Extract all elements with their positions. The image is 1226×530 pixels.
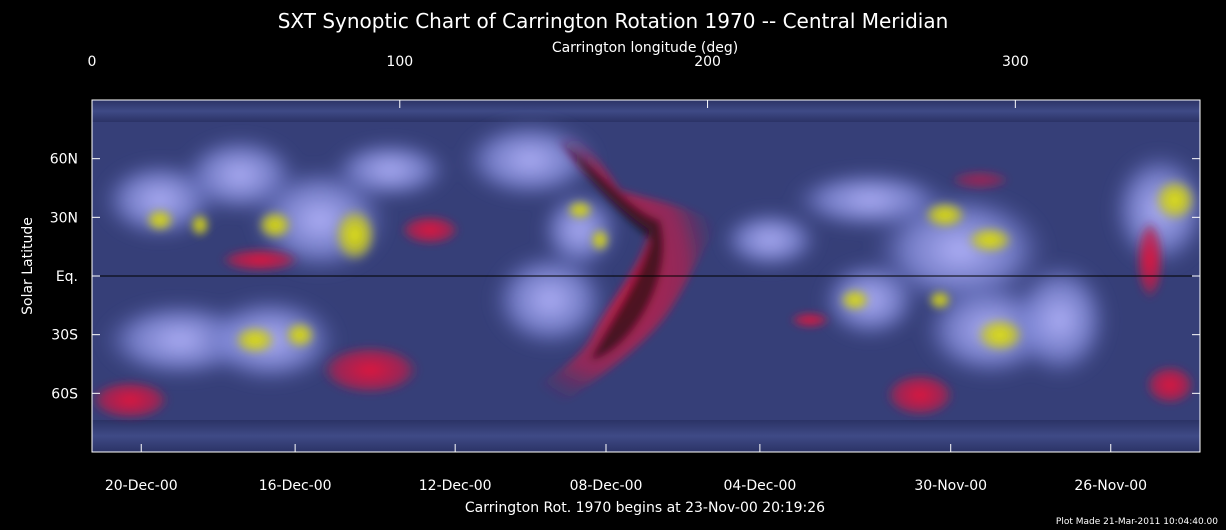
bottom-axis-label: Carrington Rot. 1970 begins at 23-Nov-00… [465, 500, 825, 516]
top-tick-label: 200 [694, 54, 721, 70]
left-tick-label: Eq. [56, 269, 78, 285]
bottom-tick-label: 20-Dec-00 [105, 478, 178, 494]
left-tick-label: 30N [50, 210, 78, 226]
bottom-tick-label: 12-Dec-00 [419, 478, 492, 494]
left-axis-label: Solar Latitude [20, 217, 36, 315]
bottom-tick-label: 30-Nov-00 [914, 478, 987, 494]
bottom-tick-label: 26-Nov-00 [1074, 478, 1147, 494]
chart-title: SXT Synoptic Chart of Carrington Rotatio… [278, 9, 949, 33]
bottom-tick-label: 08-Dec-00 [570, 478, 643, 494]
top-tick-label: 300 [1002, 54, 1029, 70]
axes-group: 0 100 200 300 60N 30N Eq. 30S 60S 20-Dec-00 16-Dec… [50, 54, 1200, 494]
bottom-tick-label: 04-Dec-00 [723, 478, 796, 494]
left-tick-label: 30S [51, 328, 78, 344]
top-tick-label: 100 [386, 54, 413, 70]
top-axis-label: Carrington longitude (deg) [552, 40, 738, 56]
left-tick-label: 60S [51, 386, 78, 402]
plot-made-footer: Plot Made 21-Mar-2011 10:04:40.00 [1056, 517, 1218, 527]
bottom-tick-label: 16-Dec-00 [259, 478, 332, 494]
left-tick-label: 60N [50, 152, 78, 168]
top-tick-label: 0 [88, 54, 97, 70]
